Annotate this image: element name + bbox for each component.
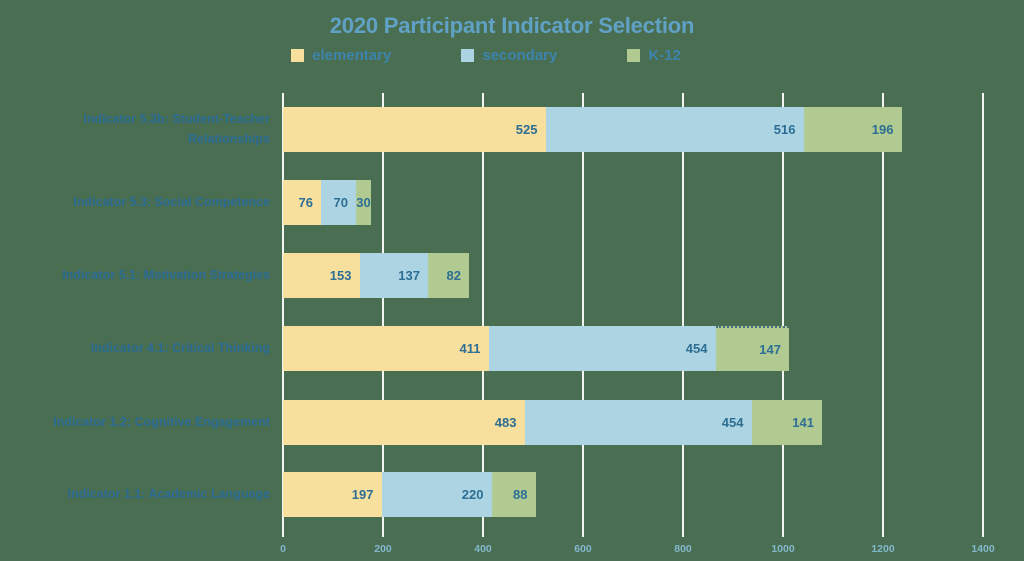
value-label: 197 [351, 487, 374, 502]
value-label: 525 [515, 122, 538, 137]
value-label: 153 [329, 268, 352, 283]
gridline [982, 93, 984, 537]
value-label: 88 [513, 487, 528, 502]
legend-swatch-icon [627, 49, 641, 62]
gridline [782, 93, 784, 537]
x-tick-label: 1200 [871, 543, 895, 555]
legend-swatch-icon [291, 49, 305, 62]
plot-area: 0 200 400 600 800 1000 1200 1400 525 516 196 76 70 30… [280, 93, 1013, 561]
category-label: Indicator 5.3: Social Competence [73, 194, 270, 209]
gridline [382, 93, 384, 537]
value-label: 30 [356, 195, 371, 210]
value-label: 483 [494, 415, 517, 430]
bar-segment-elementary[interactable]: 411 [283, 326, 489, 371]
legend-item-elementary[interactable]: elementary [291, 47, 391, 64]
bar-segment-k-12[interactable]: 82 [428, 253, 469, 298]
x-tick-label: 200 [374, 543, 392, 555]
gridline [482, 93, 484, 537]
gridline [882, 93, 884, 537]
legend-item-secondary[interactable]: secondary [461, 47, 557, 64]
bar-segment-secondary[interactable]: 70 [321, 180, 356, 225]
value-label: 70 [333, 195, 348, 210]
legend-label: elementary [312, 47, 392, 64]
x-tick-label: 0 [280, 543, 286, 555]
legend-label: K-12 [648, 47, 681, 64]
x-tick-label: 800 [674, 543, 692, 555]
gridline [282, 93, 284, 537]
value-label: 76 [298, 195, 313, 210]
category-label: Indicator 5.1: Motivation Strategies [62, 267, 270, 282]
bar-segment-k-12[interactable]: 30 [356, 180, 371, 225]
category-label: Indicator 4.1: Critical Thinking [90, 340, 270, 355]
x-tick-label: 1000 [771, 543, 795, 555]
bar-segment-elementary[interactable]: 197 [283, 472, 382, 517]
bar-segment-secondary[interactable]: 220 [381, 472, 492, 517]
category-label: Indicator 1.2: Cognitive Engagement [53, 414, 270, 429]
bar-segment-secondary[interactable]: 454 [488, 326, 716, 371]
value-label: 141 [792, 415, 814, 430]
value-label: 411 [459, 341, 481, 356]
category-axis: Indicator 5.3b: Student-Teacher Relation… [18, 93, 270, 561]
legend-item-k-12[interactable]: K-12 [627, 47, 681, 64]
bar-segment-elementary[interactable]: 483 [283, 400, 525, 445]
value-label: 196 [871, 122, 894, 137]
value-label: 454 [721, 415, 744, 430]
legend-label: secondary [482, 47, 558, 64]
x-tick-label: 600 [574, 543, 592, 555]
bar-segment-k-12[interactable]: 88 [491, 472, 536, 517]
value-label: 516 [773, 122, 796, 137]
bar-segment-secondary[interactable]: 516 [545, 107, 804, 152]
x-tick-label: 400 [474, 543, 492, 555]
bar-segment-elementary[interactable]: 76 [283, 180, 321, 225]
gridline [682, 93, 684, 537]
legend: elementary secondary K-12 [0, 47, 998, 64]
bar-segment-elementary[interactable]: 153 [283, 253, 360, 298]
x-tick-label: 1400 [971, 543, 995, 555]
legend-swatch-icon [461, 49, 475, 62]
category-label: Indicator 1.1: Academic Language [67, 486, 270, 501]
chart-title: 2020 Participant Indicator Selection [329, 13, 695, 38]
bar-segment-secondary[interactable]: 454 [524, 400, 752, 445]
value-label: 147 [759, 342, 781, 357]
bar-segment-secondary[interactable]: 137 [359, 253, 428, 298]
category-label: Indicator 5.3b: Student-Teacher Relation… [83, 112, 270, 146]
value-label: 220 [461, 487, 484, 502]
value-label: 454 [685, 341, 708, 356]
value-label: 82 [446, 268, 461, 283]
bar-segment-k-12[interactable]: 147 [715, 326, 789, 371]
bar-segment-k-12[interactable]: 196 [803, 107, 902, 152]
bar-segment-k-12[interactable]: 141 [751, 400, 822, 445]
gridline [582, 93, 584, 537]
bar-segment-elementary[interactable]: 525 [283, 107, 546, 152]
value-label: 137 [398, 268, 420, 283]
